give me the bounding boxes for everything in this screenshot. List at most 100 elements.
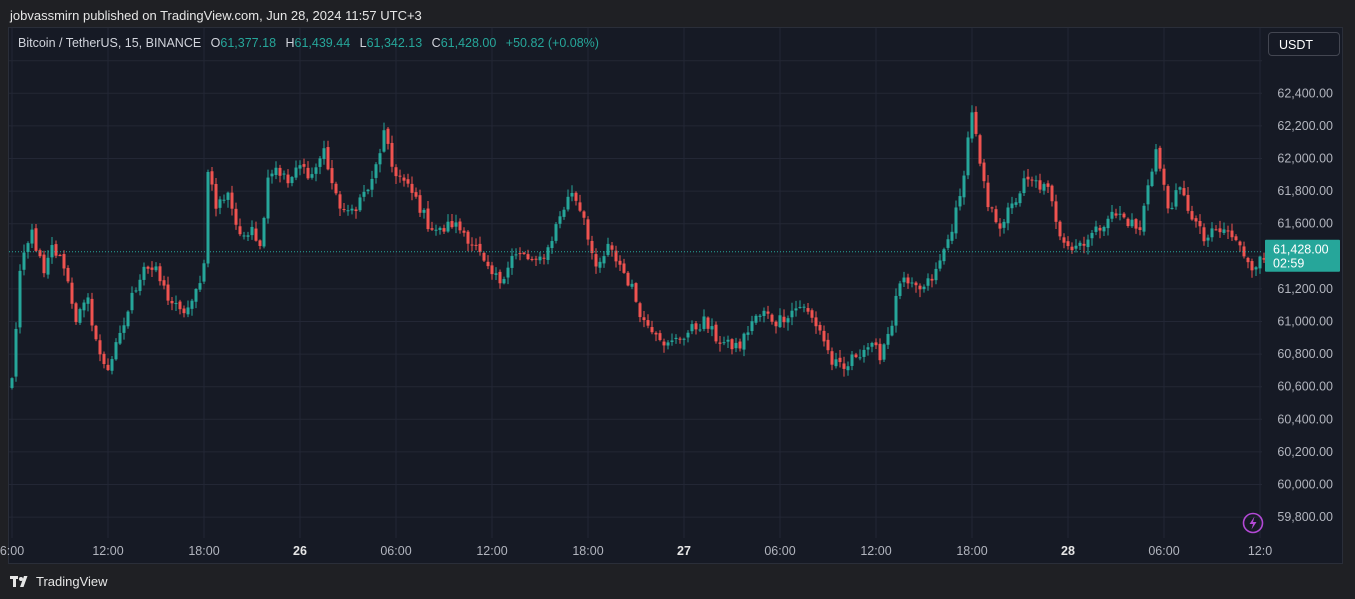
candle — [1106, 215, 1110, 236]
candle — [886, 327, 890, 350]
candle-body — [814, 317, 818, 327]
candle — [710, 318, 714, 337]
candle — [706, 316, 710, 333]
candle-body — [402, 177, 406, 181]
candle — [1146, 179, 1150, 211]
candle-body — [254, 228, 258, 241]
footer-brand[interactable]: TradingView — [10, 574, 108, 589]
candle — [1198, 214, 1202, 235]
candle-body — [202, 263, 206, 282]
candle-body — [302, 164, 306, 167]
candle — [1182, 180, 1186, 197]
candle — [658, 330, 662, 342]
candle — [194, 288, 198, 309]
candle-body — [374, 164, 378, 178]
candle — [822, 325, 826, 347]
candle — [1114, 208, 1118, 219]
candle-body — [682, 338, 686, 340]
candle — [302, 158, 306, 174]
candle-body — [74, 303, 78, 323]
candle-body — [714, 324, 718, 342]
candle — [1098, 225, 1102, 239]
x-axis[interactable]: 6:00 12:00 18:00 26 06:00 12:00 18:00 27 06:00 12… — [0, 544, 1272, 558]
candle-body — [98, 340, 102, 355]
candle — [82, 299, 86, 318]
legend-high-value: 61,439.44 — [294, 36, 351, 50]
candle — [94, 324, 98, 342]
chart-frame[interactable] — [8, 27, 1343, 564]
candle-body — [706, 317, 710, 329]
candle-body — [1086, 239, 1090, 248]
candle-body — [470, 244, 474, 246]
candle-body — [1022, 178, 1026, 194]
candle — [778, 308, 782, 329]
candle — [598, 257, 602, 273]
candle — [742, 332, 746, 357]
candle — [98, 334, 102, 362]
legend-low-value: 61,342.13 — [366, 36, 423, 50]
candle — [1154, 143, 1158, 175]
candle-body — [594, 254, 598, 267]
candle — [510, 248, 514, 275]
candle-body — [338, 194, 342, 209]
candle-body — [1002, 221, 1006, 228]
candle — [662, 338, 666, 353]
lightning-icon[interactable] — [1242, 512, 1264, 534]
candle-body — [926, 278, 930, 286]
candle-body — [734, 342, 738, 349]
candle — [974, 106, 978, 137]
candle-body — [10, 378, 14, 388]
candle-body — [914, 282, 918, 286]
candle-body — [998, 223, 1002, 229]
candle — [890, 320, 894, 337]
candle-body — [966, 137, 970, 176]
candle-body — [306, 167, 310, 179]
candle — [1022, 170, 1026, 196]
candle — [326, 140, 330, 171]
candle-body — [410, 183, 414, 193]
candle — [1130, 213, 1134, 229]
candle-body — [210, 171, 214, 185]
y-axis[interactable]: 62,400.00 62,200.00 62,000.00 61,800.00 61,6… — [1277, 86, 1333, 524]
candle-body — [1218, 228, 1222, 233]
candle-body — [366, 189, 370, 192]
candle-body — [774, 321, 778, 327]
candle-body — [726, 339, 730, 342]
candle — [554, 222, 558, 244]
candle-body — [118, 332, 122, 344]
candle — [178, 299, 182, 315]
candle-body — [226, 192, 230, 200]
currency-button[interactable]: USDT — [1268, 32, 1340, 56]
candle — [114, 338, 118, 361]
candle-body — [602, 256, 606, 264]
x-tick-label: 18:00 — [188, 544, 219, 558]
candle-body — [478, 243, 482, 253]
candle-body — [294, 167, 298, 178]
candle-body — [662, 341, 666, 346]
candle-body — [954, 207, 958, 234]
candle — [330, 159, 334, 190]
candle-body — [54, 244, 58, 256]
candles — [10, 105, 1270, 390]
candle — [506, 261, 510, 285]
candle-body — [238, 226, 242, 235]
candle-body — [398, 175, 402, 177]
y-tick-label: 61,200.00 — [1277, 282, 1333, 296]
candle — [1190, 205, 1194, 221]
candle-body — [794, 308, 798, 311]
candle-body — [126, 311, 130, 327]
legend-symbol[interactable]: Bitcoin / TetherUS, 15, BINANCE — [18, 36, 202, 50]
candle-body — [158, 266, 162, 282]
candle — [1162, 164, 1166, 191]
candle — [702, 309, 706, 332]
candle-body — [634, 283, 638, 302]
candle-body — [838, 357, 842, 363]
candle — [358, 194, 362, 212]
candle-body — [262, 217, 266, 247]
candle-body — [762, 310, 766, 317]
candle — [782, 309, 786, 328]
candle — [422, 208, 426, 219]
candle — [770, 313, 774, 325]
candle — [418, 189, 422, 218]
